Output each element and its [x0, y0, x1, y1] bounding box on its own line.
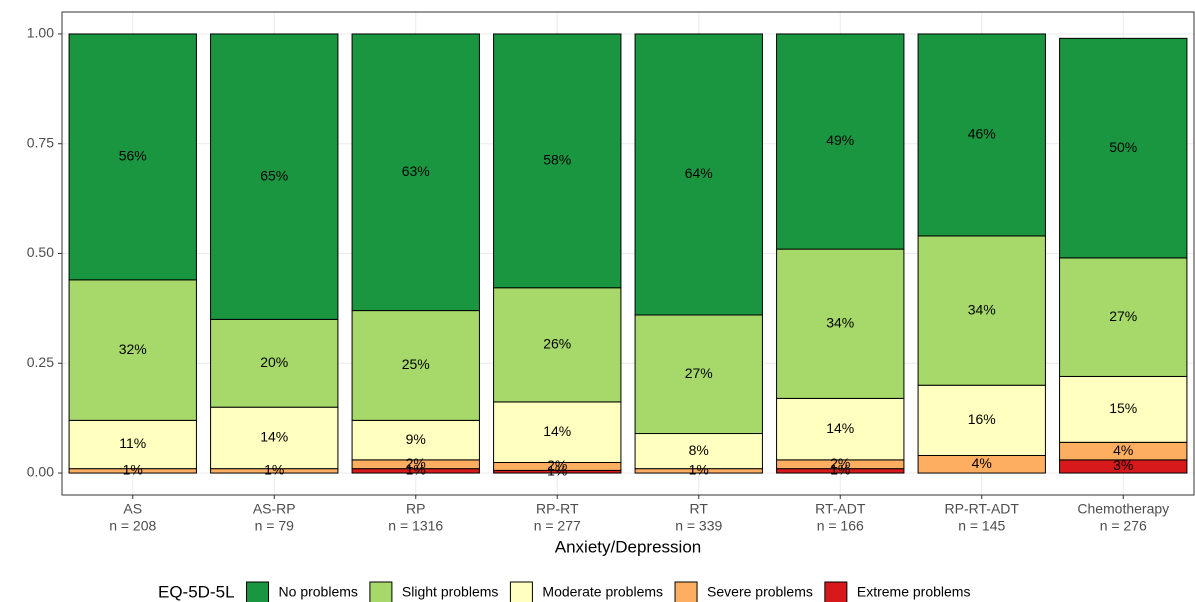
value-label: 25%	[402, 356, 430, 372]
value-label: 65%	[260, 167, 288, 183]
legend-label: No problems	[279, 584, 358, 600]
legend-label: Extreme problems	[857, 584, 971, 600]
bar-segment	[1059, 375, 1188, 443]
value-label: 1%	[689, 462, 709, 478]
y-tick-label: 0.00	[27, 464, 54, 480]
bar-segment	[68, 279, 197, 421]
x-tick-count: n = 339	[675, 518, 722, 534]
bar-segment	[493, 287, 622, 403]
x-tick-count: n = 145	[958, 518, 1005, 534]
bar-segment	[1059, 37, 1188, 259]
value-label: 1%	[406, 462, 426, 478]
legend-key	[824, 581, 848, 602]
value-label: 4%	[972, 455, 992, 471]
value-label: 64%	[685, 165, 713, 181]
value-label: 1%	[264, 462, 284, 478]
bar-segment	[351, 419, 480, 461]
value-label: 8%	[689, 442, 709, 458]
value-label: 1%	[123, 462, 143, 478]
value-label: 27%	[685, 365, 713, 381]
x-tick-label: RT	[690, 501, 709, 517]
x-tick-label: RP-RT-ADT	[945, 501, 1020, 517]
legend-label: Severe problems	[707, 584, 813, 600]
y-tick-label: 0.75	[27, 134, 54, 150]
x-tick-count: n = 166	[817, 518, 864, 534]
bar-segment	[210, 318, 339, 408]
x-tick-count: n = 79	[255, 518, 295, 534]
x-tick-count: n = 208	[109, 518, 156, 534]
x-tick-label: RP	[406, 501, 425, 517]
value-label: 3%	[1113, 457, 1133, 473]
y-tick-label: 0.50	[27, 244, 54, 260]
legend-label: Moderate problems	[542, 584, 663, 600]
bar-segment	[493, 33, 622, 289]
x-tick-count: n = 276	[1100, 518, 1147, 534]
bar-segment	[68, 419, 197, 470]
bar-segment	[634, 33, 763, 316]
bar-segment	[776, 248, 905, 399]
legend-key	[246, 581, 270, 602]
value-label: 58%	[543, 152, 571, 168]
bar-segment	[1059, 257, 1188, 377]
bar-segment	[351, 310, 480, 421]
value-label: 32%	[119, 341, 147, 357]
bar-segment	[776, 397, 905, 461]
bar-segment	[917, 384, 1046, 456]
value-label: 4%	[1113, 442, 1133, 458]
value-label: 20%	[260, 354, 288, 370]
bar-segment	[351, 33, 480, 312]
value-label: 9%	[406, 431, 426, 447]
legend-title: EQ-5D-5L	[158, 582, 235, 601]
value-label: 14%	[260, 429, 288, 445]
bar-segment	[917, 235, 1046, 386]
value-label: 34%	[826, 314, 854, 330]
x-tick-label: AS	[123, 501, 142, 517]
x-tick-label: Chemotherapy	[1077, 501, 1169, 517]
value-label: 56%	[119, 148, 147, 164]
value-label: 16%	[968, 411, 996, 427]
x-tick-count: n = 1316	[388, 518, 443, 534]
x-tick-count: n = 277	[534, 518, 581, 534]
y-tick-label: 1.00	[27, 25, 54, 41]
value-label: 50%	[1109, 139, 1137, 155]
value-label: 26%	[543, 336, 571, 352]
value-label: 15%	[1109, 400, 1137, 416]
bar-segment	[210, 406, 339, 470]
bar-segment	[493, 401, 622, 464]
value-label: 1%	[830, 462, 850, 478]
legend-key	[509, 581, 533, 602]
y-tick-label: 0.25	[27, 354, 54, 370]
value-label: 14%	[543, 423, 571, 439]
plot-border	[61, 11, 1195, 496]
value-label: 46%	[968, 126, 996, 142]
value-label: 49%	[826, 132, 854, 148]
bar-segment	[917, 33, 1046, 237]
value-label: 2%	[830, 455, 850, 471]
bar-segment	[776, 33, 905, 250]
value-label: 34%	[968, 301, 996, 317]
x-axis-title: Anxiety/Depression	[555, 537, 701, 556]
value-label: 14%	[826, 420, 854, 436]
bar-segment	[68, 33, 197, 281]
value-label: 63%	[402, 163, 430, 179]
x-tick-label: AS-RP	[253, 501, 296, 517]
bar-segment	[210, 33, 339, 320]
bar-segment	[634, 433, 763, 470]
value-label: 2%	[547, 457, 567, 473]
x-tick-label: RT-ADT	[815, 501, 866, 517]
bar-segment	[634, 314, 763, 435]
value-label: 1%	[547, 462, 567, 478]
legend-key	[674, 581, 698, 602]
value-label: 2%	[406, 455, 426, 471]
value-label: 11%	[119, 435, 146, 451]
x-tick-label: RP-RT	[536, 501, 579, 517]
value-label: 27%	[1109, 308, 1137, 324]
legend-key	[369, 581, 393, 602]
legend-label: Slight problems	[402, 584, 499, 600]
